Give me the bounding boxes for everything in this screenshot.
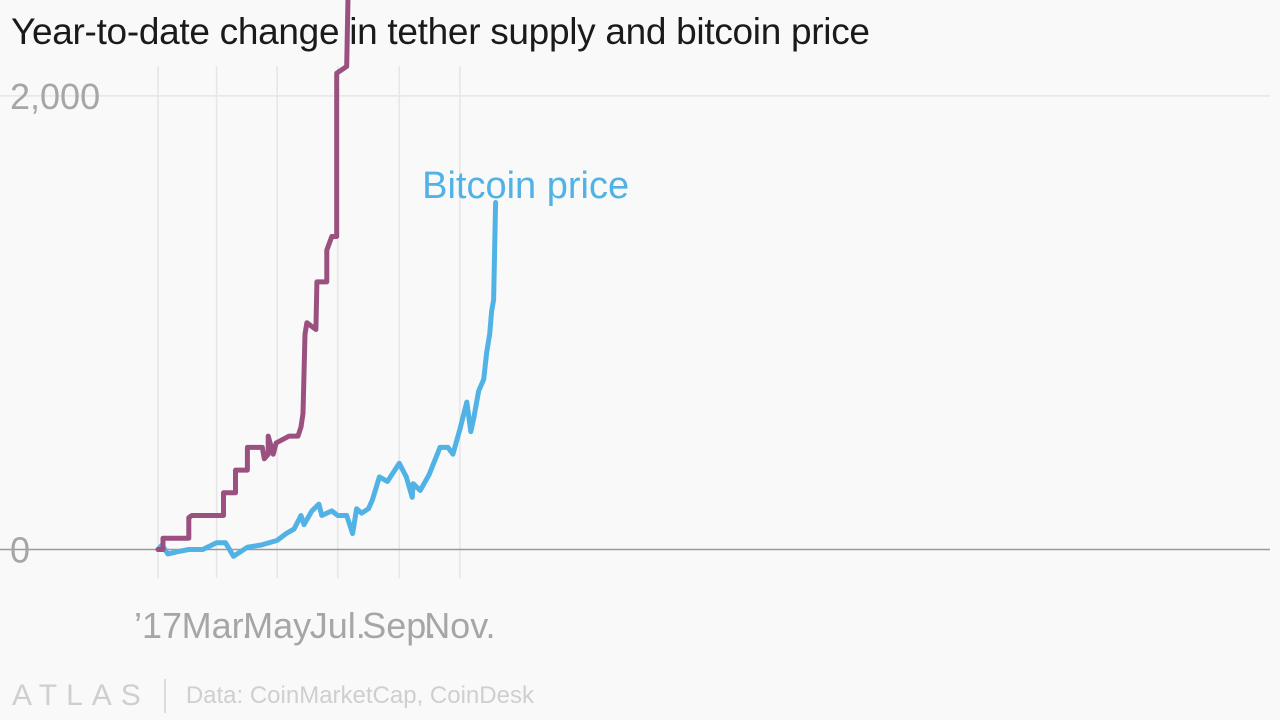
bitcoin-price-line	[155, 200, 499, 559]
footer: ATLAS Data: CoinMarketCap, CoinDesk	[12, 678, 534, 714]
chart-title: Year-to-date change in tether supply and…	[11, 11, 870, 52]
atlas-logo: ATLAS	[12, 679, 150, 712]
y-tick-label: 2,000	[10, 76, 100, 117]
x-tick-label: ’17	[134, 605, 182, 646]
x-tick-label: May	[243, 605, 311, 646]
source-note: Data: CoinMarketCap, CoinDesk	[185, 682, 534, 709]
bitcoin-price-label: Bitcoin price	[422, 165, 629, 207]
grid-lines	[0, 66, 1270, 578]
y-tick-label: 0	[10, 530, 30, 571]
x-tick-label: Jul.	[310, 605, 366, 646]
tether-supply-line	[155, 0, 351, 552]
series-annotations: Tether supplyBitcoin price	[422, 165, 629, 207]
x-tick-label: Sep.	[362, 605, 436, 646]
series-lines	[155, 0, 499, 559]
x-tick-label: Nov.	[424, 605, 495, 646]
footer-divider	[163, 679, 166, 713]
x-tick-label: Mar.	[182, 605, 252, 646]
y-axis-tick-labels: 02,0004,0006,0008,000%	[10, 76, 100, 571]
